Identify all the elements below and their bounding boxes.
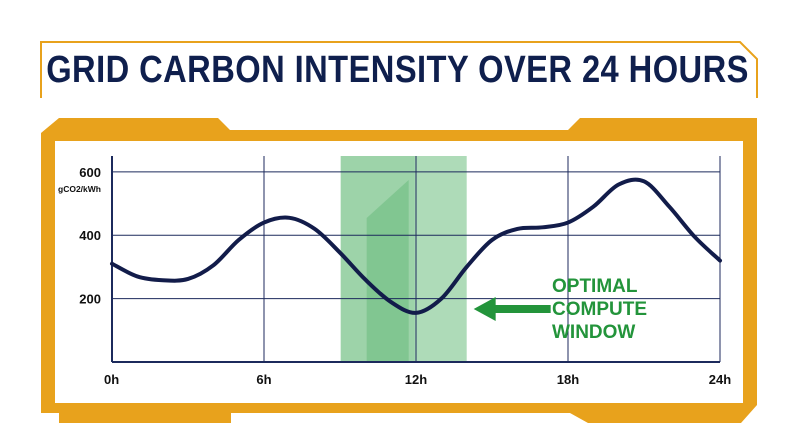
title-box-border <box>40 41 758 98</box>
optimal-window-band <box>340 156 467 362</box>
optimal-window-band-highlight <box>414 156 467 362</box>
y-tick-label: 400 <box>79 228 101 243</box>
chart-title: GRID CARBON INTENSITY OVER 24 HOURS <box>46 48 750 91</box>
x-tick-label: 12h <box>405 372 427 387</box>
carbon-intensity-line <box>110 177 722 315</box>
annotation-text-line: OPTIMAL <box>552 276 638 297</box>
y-axis-unit-label: gCO2/kWh <box>58 184 101 194</box>
chart-title-box: GRID CARBON INTENSITY OVER 24 HOURS <box>40 40 756 100</box>
annotation-text-line: COMPUTE <box>552 299 647 320</box>
x-tick-label: 18h <box>557 372 579 387</box>
y-tick-label: 600 <box>79 165 101 180</box>
x-tick-label: 6h <box>256 372 271 387</box>
annotation-text-line: WINDOW <box>552 322 635 343</box>
optimal-window-band-shade <box>366 180 409 362</box>
x-tick-label: 24h <box>709 372 731 387</box>
x-tick-label: 0h <box>104 372 119 387</box>
y-tick-label: 200 <box>79 292 101 307</box>
annotation-arrow-shaft <box>494 305 551 313</box>
annotation-arrow-head <box>473 297 496 321</box>
